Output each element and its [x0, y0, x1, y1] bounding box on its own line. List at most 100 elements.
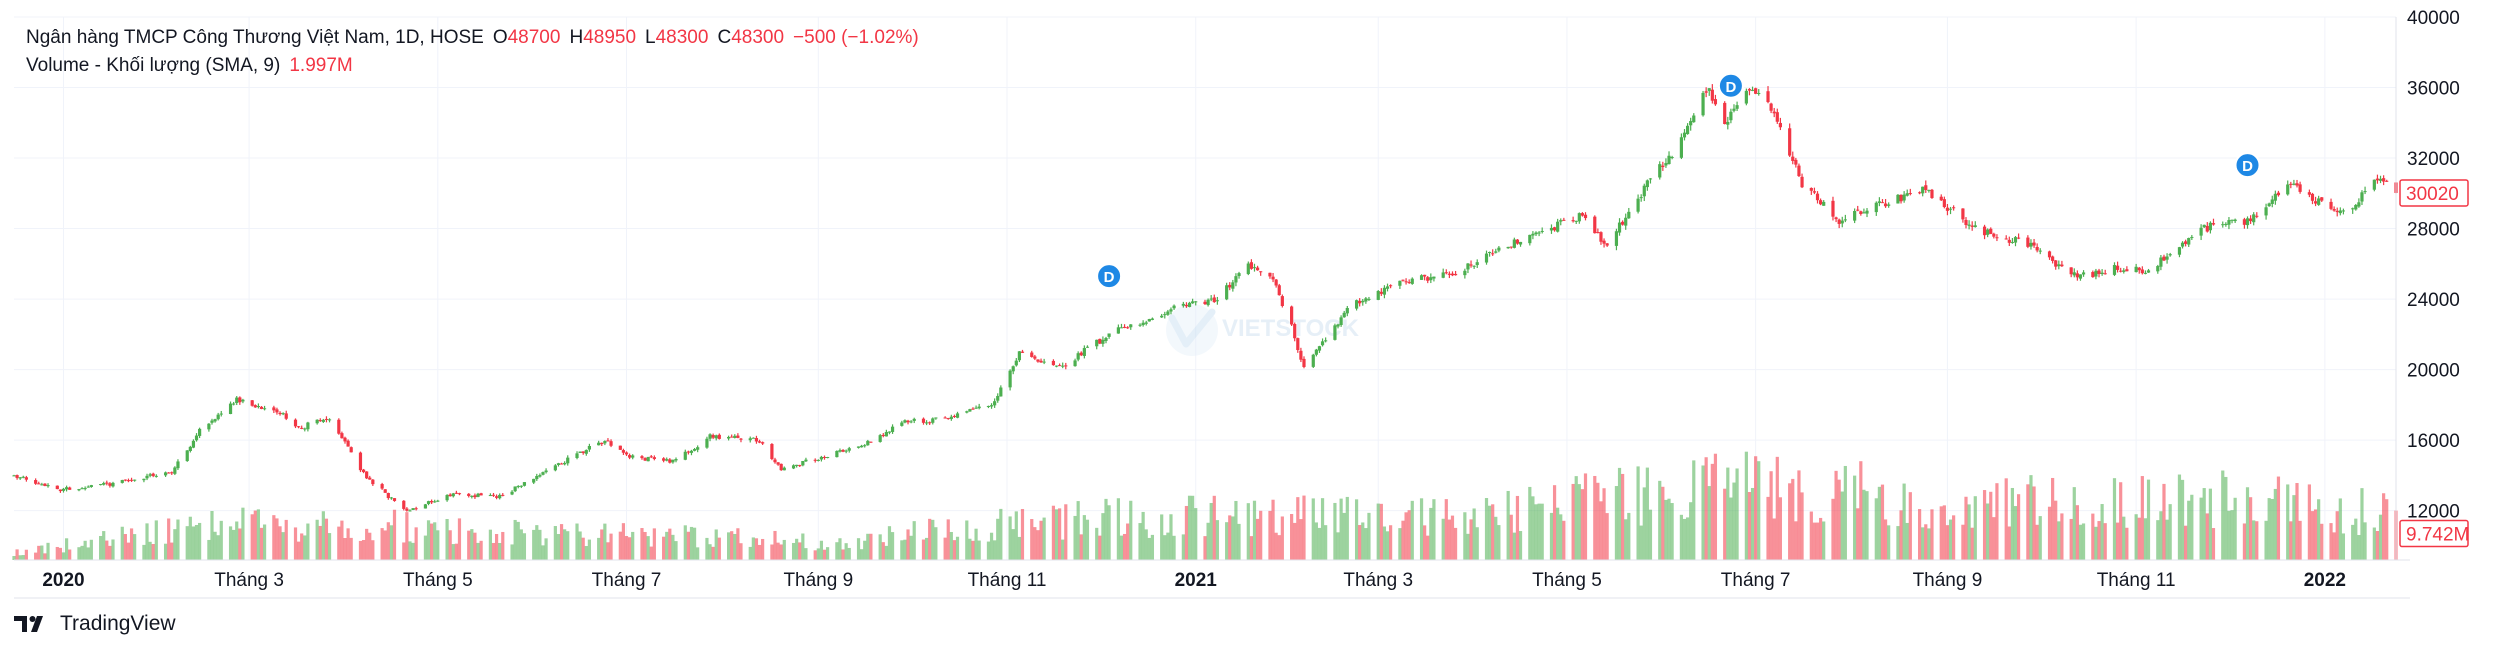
candle-body	[1036, 359, 1040, 362]
volume-bar	[1769, 471, 1773, 560]
volume-bar	[791, 542, 796, 560]
candle-body	[1061, 365, 1065, 367]
candle-body	[1877, 201, 1881, 203]
candle-body	[513, 486, 517, 492]
volume-bar	[321, 511, 325, 560]
volume-bar	[1831, 498, 1835, 560]
candle-body	[795, 464, 799, 467]
volume-indicator-name[interactable]: Volume - Khối lượng (SMA, 9)	[26, 55, 281, 76]
candle-body	[804, 459, 808, 462]
volume-bar	[389, 525, 394, 560]
volume-bar	[1552, 485, 1557, 560]
volume-bar	[1661, 486, 1665, 560]
candle-body	[1126, 327, 1130, 329]
candle-body	[470, 495, 474, 497]
volume-bar	[2187, 500, 2191, 560]
candle-body	[2057, 264, 2061, 267]
candle-body	[1679, 137, 1683, 158]
candle-body	[232, 403, 236, 405]
volume-bar	[1302, 495, 1306, 560]
candle-body	[2038, 250, 2042, 252]
volume-bar	[2286, 484, 2290, 560]
candle-body	[380, 484, 384, 489]
volume-bar	[544, 538, 548, 560]
candle-body	[1293, 324, 1297, 339]
candle-body	[606, 440, 610, 442]
candle-body	[1537, 232, 1541, 234]
volume-bar	[1791, 478, 1795, 560]
volume-bar	[488, 529, 492, 560]
candle-body	[1191, 301, 1195, 304]
candle-body	[1515, 239, 1520, 244]
volume-bar	[1713, 453, 1718, 560]
candle-body	[1905, 193, 1909, 196]
volume-bar	[151, 544, 155, 560]
volume-bar	[105, 540, 109, 560]
candle-body	[2354, 205, 2358, 210]
volume-bar	[1345, 496, 1349, 560]
volume-bar	[470, 529, 474, 560]
candle-body	[522, 482, 527, 486]
volume-bar	[1707, 486, 1711, 560]
candle-body	[819, 456, 824, 460]
candle-body	[191, 440, 196, 448]
candle-body	[2190, 236, 2194, 238]
candle-body	[15, 475, 19, 478]
candle-body	[1317, 346, 1322, 351]
candle-body	[717, 434, 721, 439]
candle-body	[479, 493, 483, 496]
volume-bar	[1945, 525, 1950, 560]
dividend-marker[interactable]: D	[2234, 152, 2261, 179]
candle-body	[1491, 253, 1495, 255]
volume-bar	[2295, 483, 2299, 560]
volume-bar	[986, 541, 991, 560]
volume-bar	[1580, 489, 1585, 560]
symbol-name[interactable]: Ngân hàng TMCP Công Thương Việt Nam, 1D,…	[26, 27, 484, 48]
volume-bar	[1484, 498, 1489, 560]
candle-body	[293, 419, 298, 427]
volume-bar	[1107, 505, 1111, 560]
candle-body	[167, 472, 171, 474]
volume-bar	[61, 552, 66, 560]
volume-bar	[1744, 451, 1748, 560]
volume-bar	[2332, 532, 2336, 560]
volume-bar	[748, 546, 752, 560]
volume-bar	[881, 542, 885, 560]
dividend-marker[interactable]: D	[1096, 263, 1123, 290]
volume-bar	[1642, 487, 1646, 560]
candle-body	[2078, 274, 2083, 279]
volume-bar	[2007, 526, 2011, 560]
dividend-marker[interactable]: D	[1717, 72, 1744, 99]
candle-body	[1948, 208, 1953, 210]
candle-body	[816, 459, 820, 461]
candle-body	[2295, 183, 2299, 186]
volume-bar	[250, 514, 254, 560]
volume-bar	[241, 507, 245, 560]
candle-body	[838, 450, 842, 452]
candle-body	[1766, 91, 1770, 103]
volume-bar	[1259, 510, 1263, 560]
candle-body	[1757, 92, 1761, 94]
volume-bar	[1469, 519, 1473, 560]
volume-bar	[600, 529, 604, 560]
dividend-markers[interactable]: D D D	[1096, 72, 2261, 290]
dividend-marker-circle	[1717, 72, 1744, 99]
candle-body	[1014, 360, 1018, 366]
candle-body	[2224, 223, 2228, 225]
candle-body	[198, 428, 202, 436]
volume-legend: Volume - Khối lượng (SMA, 9) 1.997M	[26, 54, 353, 78]
volume-bar	[575, 523, 579, 560]
tradingview-branding[interactable]: TradingView	[14, 612, 176, 636]
volume-bar	[1228, 515, 1232, 560]
candle-body	[1667, 155, 1671, 165]
volume-bar	[2072, 487, 2076, 560]
candle-body	[1556, 221, 1560, 232]
candle-body	[1614, 231, 1619, 246]
candle-body	[2298, 184, 2302, 192]
volume-bar	[300, 533, 304, 560]
candle-body	[1271, 276, 1275, 280]
volume-bar	[665, 531, 669, 560]
volume-bar	[965, 520, 969, 560]
volume-bar	[1723, 488, 1727, 560]
